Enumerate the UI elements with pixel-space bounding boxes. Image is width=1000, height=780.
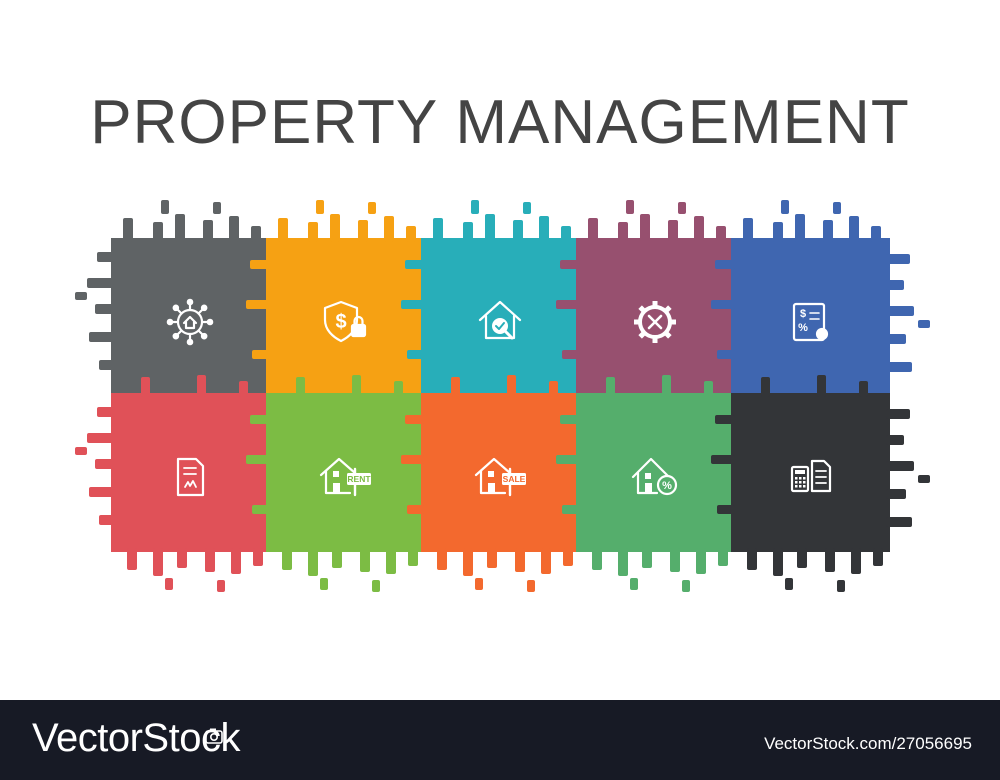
infographic-grid: $ $%RENT SALE% bbox=[75, 200, 930, 592]
tile-8 bbox=[401, 375, 580, 592]
house-sale-sign-icon: SALE bbox=[474, 457, 526, 497]
tile-5 bbox=[711, 200, 930, 397]
house-magnifier-check-icon bbox=[478, 300, 522, 340]
calculator-document-icon bbox=[790, 459, 832, 493]
home-network-icon bbox=[166, 298, 214, 346]
tile-1 bbox=[75, 200, 270, 397]
icons-layer: $ $%RENT SALE% bbox=[166, 298, 832, 497]
tile-4 bbox=[556, 200, 735, 397]
footer-bar: VectorStock VectorStock.com/27056695 bbox=[0, 700, 1000, 780]
house-percent-icon: % bbox=[631, 457, 678, 496]
tile-7 bbox=[246, 375, 425, 592]
camera-icon bbox=[205, 728, 223, 744]
svg-text:%: % bbox=[662, 480, 672, 492]
sale-label: SALE bbox=[503, 474, 526, 484]
tile-10 bbox=[711, 375, 930, 592]
shield-dollar-lock-icon: $ bbox=[323, 300, 367, 343]
page-title: PROPERTY MANAGEMENT bbox=[90, 88, 910, 157]
tile-6 bbox=[75, 375, 270, 592]
house-rent-sign-icon: RENT bbox=[319, 457, 371, 497]
tile-2 bbox=[246, 200, 425, 397]
tile-9 bbox=[556, 375, 735, 592]
svg-text:$: $ bbox=[800, 308, 806, 320]
tiles-layer bbox=[75, 200, 930, 592]
gear-tools-icon bbox=[634, 301, 676, 343]
svg-text:$: $ bbox=[335, 311, 346, 333]
rent-label: RENT bbox=[347, 474, 371, 484]
footer-image-id: VectorStock.com/27056695 bbox=[764, 734, 972, 753]
certificate-dollar-percent-icon: $% bbox=[792, 302, 829, 342]
svg-text:%: % bbox=[798, 322, 808, 334]
document-icon bbox=[176, 457, 205, 497]
tile-3 bbox=[401, 200, 580, 397]
